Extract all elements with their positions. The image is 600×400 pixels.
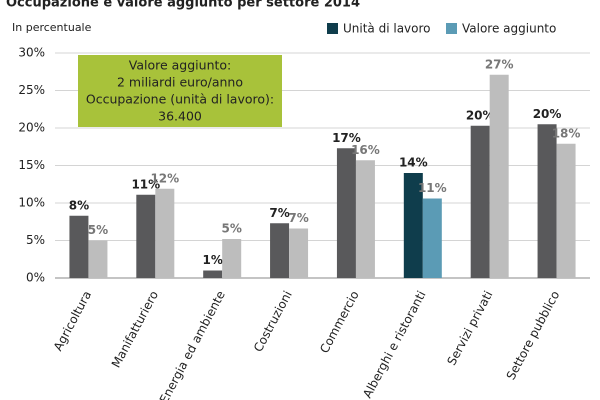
legend-swatch <box>446 23 457 34</box>
x-tick-label: Commercio <box>317 288 361 355</box>
x-tick-label: Agricoltura <box>51 288 94 353</box>
bar <box>336 148 356 278</box>
x-tick-label: Servizi privati <box>444 288 495 367</box>
x-tick-label: Manifatturiero <box>109 288 161 370</box>
bar <box>222 239 242 278</box>
annotation-box <box>78 55 282 127</box>
value-label: 18% <box>552 126 581 140</box>
legend-label: Valore aggiunto <box>462 22 556 36</box>
bar <box>155 188 175 278</box>
bar <box>422 198 442 278</box>
value-label: 1% <box>203 253 223 267</box>
x-tick-label: Settore pubblico <box>504 288 563 382</box>
y-tick-label: 5% <box>26 233 45 247</box>
value-label: 11% <box>131 177 160 191</box>
value-label: 5% <box>222 222 242 236</box>
value-label: 7% <box>288 211 308 225</box>
annotation-text: Valore aggiunto: <box>129 58 232 73</box>
x-tick-label: Alberghi e ristoranti <box>360 288 428 400</box>
legend-label: Unità di lavoro <box>343 22 431 36</box>
y-axis-label: In percentuale <box>12 21 92 34</box>
bar <box>289 228 309 278</box>
value-label: 20% <box>533 107 562 121</box>
bar <box>88 240 108 278</box>
value-label: 20% <box>466 108 495 122</box>
x-tick-label: Energia ed ambiente <box>157 288 228 400</box>
value-label: 8% <box>69 198 89 212</box>
bar <box>203 270 223 278</box>
x-tick-label: Costruzioni <box>251 288 295 354</box>
bar <box>470 125 490 278</box>
value-label: 5% <box>88 223 108 237</box>
bar <box>270 223 290 278</box>
annotation-text: Occupazione (unità di lavoro): <box>86 92 274 107</box>
value-label: 14% <box>399 156 428 170</box>
y-tick-label: 20% <box>18 121 45 135</box>
bar <box>136 194 156 278</box>
legend-swatch <box>327 23 338 34</box>
value-label: 7% <box>269 206 289 220</box>
bar <box>556 143 576 278</box>
bar <box>489 74 509 278</box>
value-label: 27% <box>485 57 514 71</box>
y-tick-label: 10% <box>18 196 45 210</box>
value-label: 17% <box>332 131 361 145</box>
bar <box>69 215 89 278</box>
bar <box>355 160 375 278</box>
value-label: 12% <box>150 171 179 185</box>
annotation-text: 2 miliardi euro/anno <box>117 75 243 90</box>
y-tick-label: 30% <box>18 46 45 60</box>
value-label: 16% <box>351 143 380 157</box>
y-tick-label: 15% <box>18 158 45 172</box>
y-tick-label: 25% <box>18 83 45 97</box>
bar <box>403 173 423 278</box>
bar <box>537 124 557 278</box>
value-label: 11% <box>418 181 447 195</box>
y-tick-label: 0% <box>26 271 45 285</box>
annotation-text: 36.400 <box>158 109 202 124</box>
chart-title: Occupazione e valore aggiunto per settor… <box>6 0 360 11</box>
